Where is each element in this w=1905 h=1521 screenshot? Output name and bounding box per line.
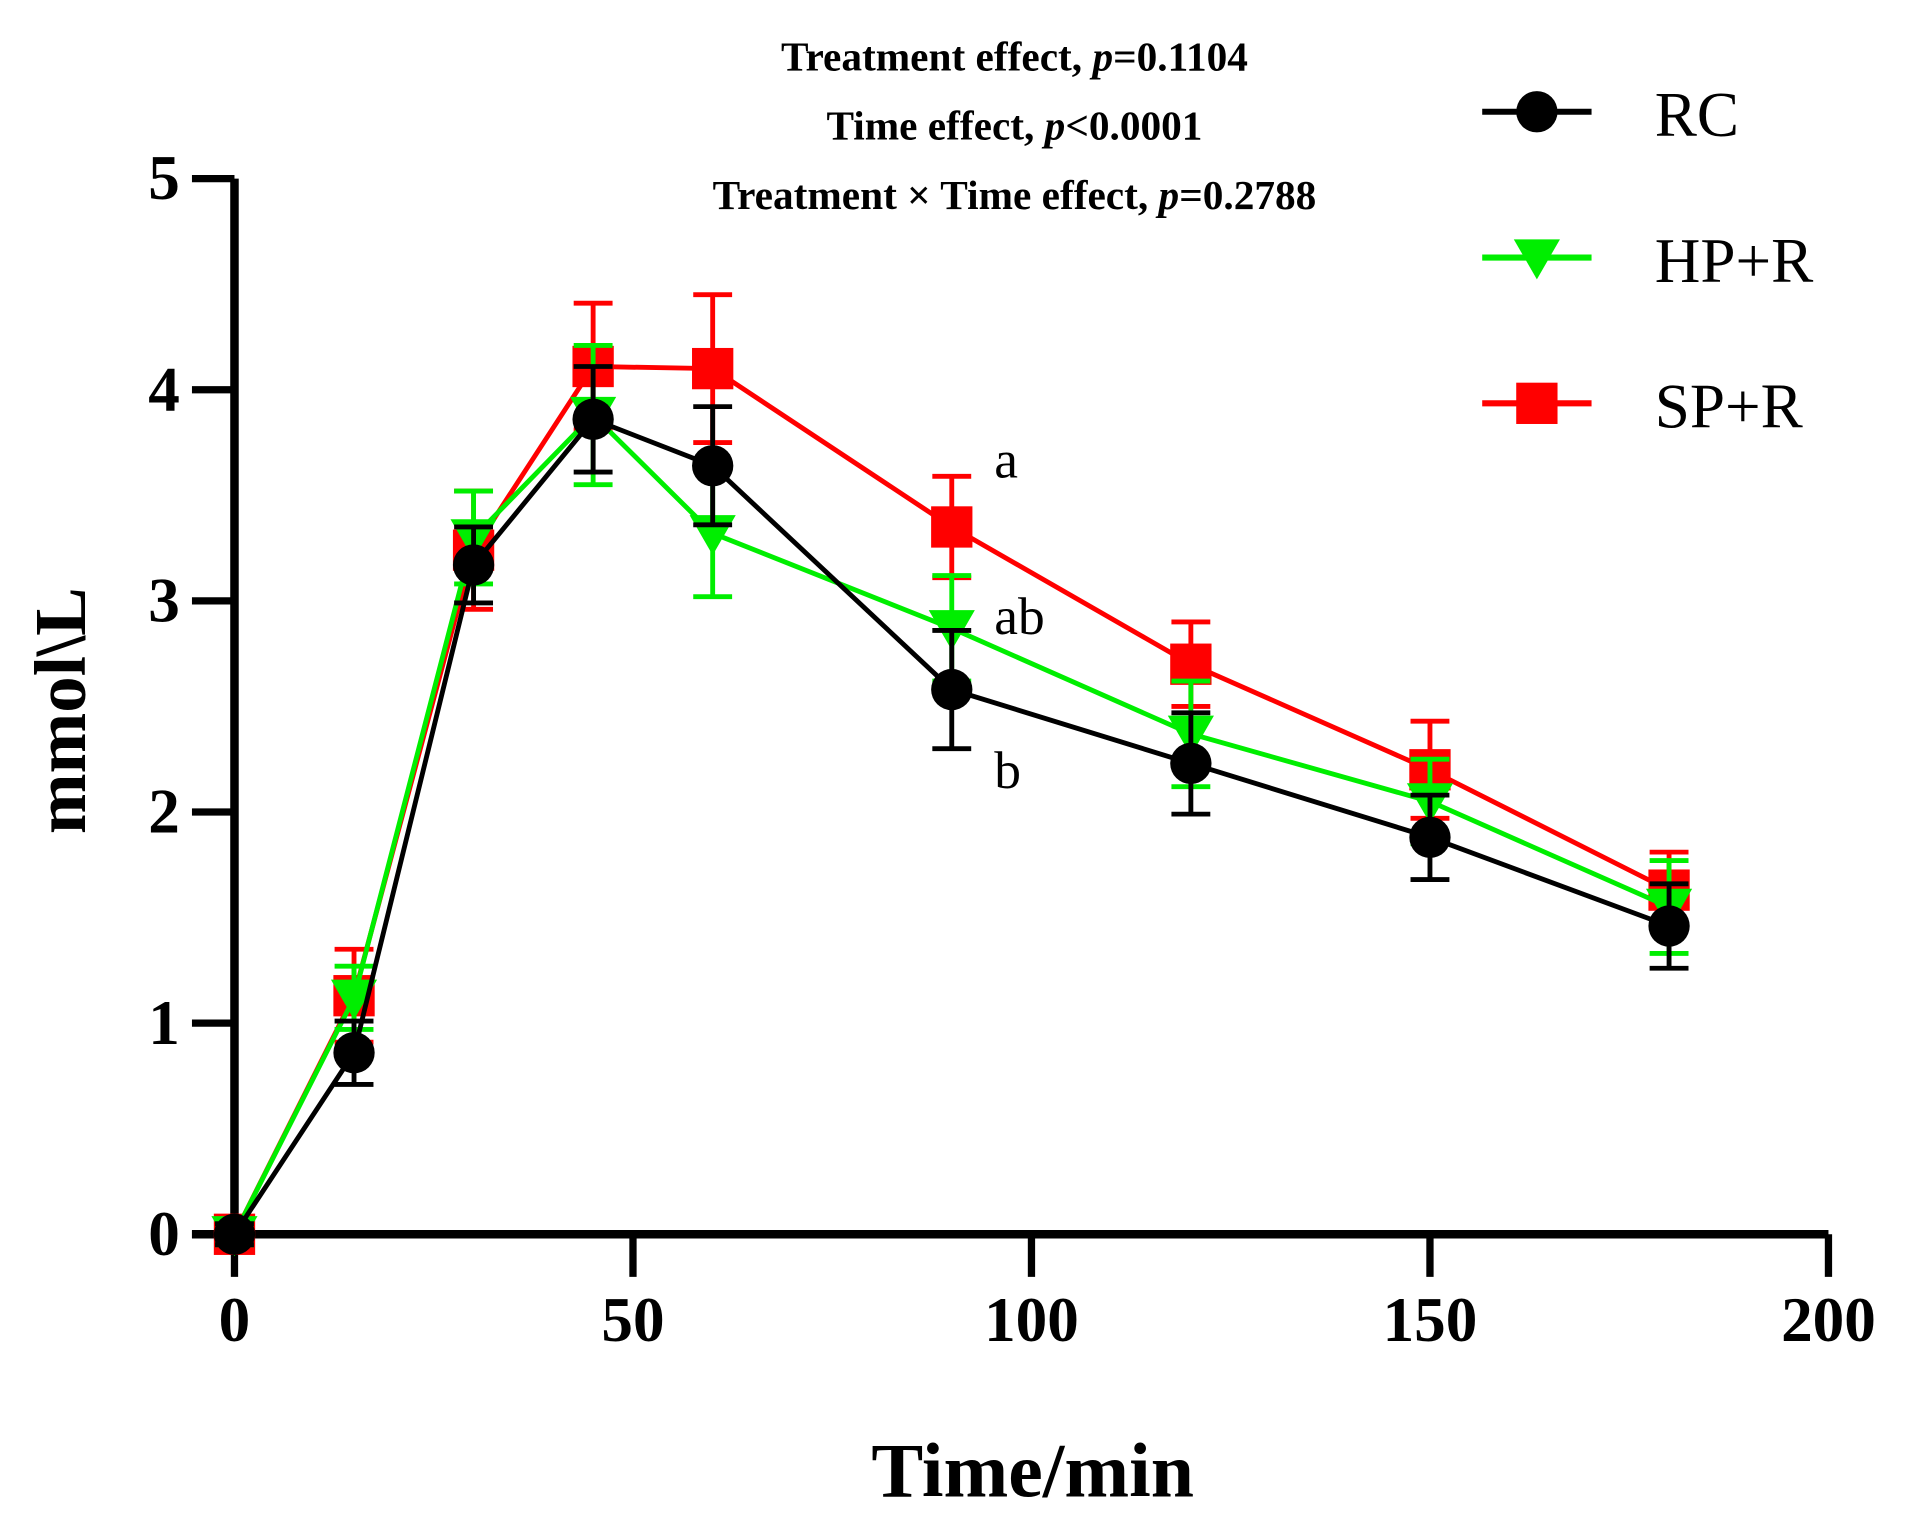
data-point [572, 398, 614, 440]
legend-label: RC [1655, 80, 1739, 150]
annotations: a ab b [994, 430, 1044, 800]
legend-label: HP+R [1655, 226, 1814, 296]
p-value: =0.2788 [1179, 172, 1316, 218]
y-tick-label: 1 [148, 988, 180, 1058]
x-tick-label: 150 [1383, 1285, 1478, 1355]
data-point [452, 544, 495, 586]
x-tick-label: 0 [219, 1285, 251, 1355]
legend-marker [1516, 382, 1558, 424]
stats-label: Treatment × Time effect, [713, 172, 1159, 218]
series-RC [213, 364, 1690, 1255]
y-tick-label: 5 [148, 143, 180, 213]
data-point [330, 979, 378, 1020]
x-tick-label: 200 [1781, 1285, 1876, 1355]
data-point [692, 347, 734, 390]
p-value: =0.1104 [1113, 33, 1248, 79]
p-symbol: p [1089, 33, 1113, 79]
p-symbol: p [1156, 172, 1180, 218]
stats-line: Treatment × Time effect, p=0.2788 [713, 172, 1317, 218]
y-tick-label: 4 [148, 354, 180, 424]
significance-letter: a [994, 430, 1018, 490]
x-axis-label: Time/min [871, 1428, 1194, 1514]
y-tick-label: 0 [148, 1199, 180, 1269]
data-point [931, 668, 973, 711]
x-tick-label: 100 [984, 1285, 1079, 1355]
data-point [333, 1032, 375, 1074]
y-axis-label: mmol\L [20, 587, 101, 834]
series-SP+R [213, 292, 1690, 1255]
data-point [1170, 742, 1212, 785]
stats-line: Time effect, p<0.0001 [826, 103, 1202, 149]
data-point [1170, 643, 1212, 685]
stats-line: Treatment effect, p=0.1104 [781, 33, 1248, 79]
y-tick-label: 2 [148, 777, 180, 847]
data-point [931, 506, 973, 548]
stats-label: Treatment effect, [781, 33, 1092, 79]
data-point [692, 445, 734, 487]
stats-label: Time effect, [826, 103, 1044, 149]
legend: RC HP+R SP+R [1482, 80, 1814, 442]
p-symbol: p [1042, 103, 1066, 149]
data-point [1409, 816, 1451, 858]
y-tick-label: 3 [148, 566, 180, 636]
p-value: <0.0001 [1065, 103, 1202, 149]
legend-label: SP+R [1655, 372, 1804, 442]
significance-letter: ab [994, 586, 1044, 646]
series-group [211, 292, 1693, 1257]
data-point [1648, 905, 1690, 947]
significance-letter: b [994, 740, 1021, 800]
data-point [213, 1213, 256, 1255]
legend-marker [1513, 239, 1560, 280]
legend-marker [1516, 91, 1558, 133]
x-tick-label: 50 [601, 1285, 664, 1355]
